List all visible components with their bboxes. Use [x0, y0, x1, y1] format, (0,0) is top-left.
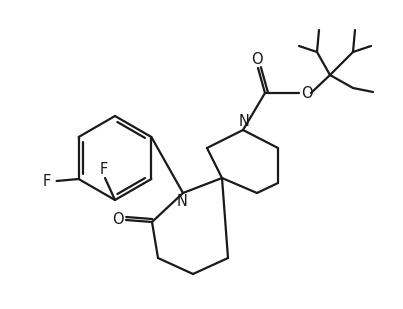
Text: F: F: [42, 173, 51, 188]
Text: F: F: [100, 162, 108, 176]
Text: O: O: [112, 213, 124, 227]
Text: O: O: [251, 52, 263, 66]
Text: N: N: [239, 115, 249, 129]
Text: N: N: [177, 193, 187, 209]
Text: O: O: [301, 87, 313, 101]
